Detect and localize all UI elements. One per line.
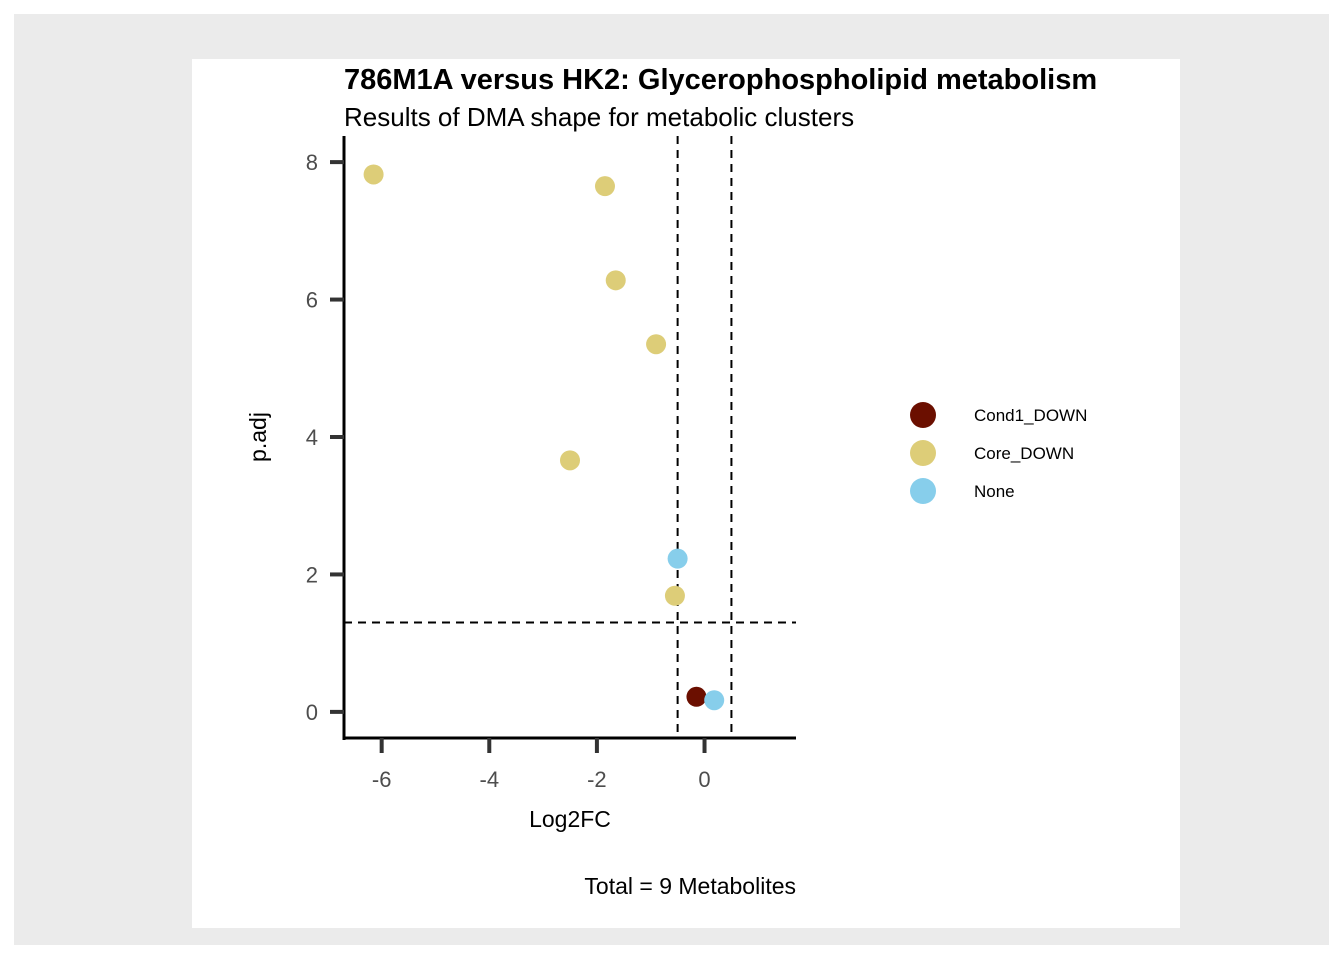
data-point <box>667 548 688 569</box>
chart-caption: Total = 9 Metabolites <box>584 873 796 899</box>
data-point <box>560 450 580 471</box>
legend-key <box>910 440 936 466</box>
legend-key <box>910 478 936 504</box>
x-axis-title: Log2FC <box>529 806 611 832</box>
y-axis-title: p.adj <box>245 412 271 462</box>
data-point <box>594 176 615 197</box>
y-tick-label: 6 <box>306 288 318 313</box>
data-point <box>646 334 667 355</box>
y-tick-label: 0 <box>306 700 318 725</box>
y-tick-label: 8 <box>306 150 318 175</box>
x-tick-label: 0 <box>698 767 710 792</box>
data-point <box>686 686 707 707</box>
legend-key <box>910 402 936 428</box>
chart-title: 786M1A versus HK2: Glycerophospholipid m… <box>344 64 1097 96</box>
chart-subtitle: Results of DMA shape for metabolic clust… <box>344 102 854 132</box>
legend-label: Cond1_DOWN <box>974 406 1087 425</box>
data-point <box>664 585 685 606</box>
legend-label: Core_DOWN <box>974 444 1074 463</box>
volcano-chart: 786M1A versus HK2: Glycerophospholipid m… <box>245 64 1097 899</box>
data-point <box>704 690 725 711</box>
x-tick-label: -6 <box>372 767 392 792</box>
y-tick-label: 4 <box>306 425 318 450</box>
figure-background: 786M1A versus HK2: Glycerophospholipid m… <box>14 14 1329 945</box>
data-point <box>363 164 384 185</box>
data-point <box>605 270 626 291</box>
x-tick-label: -4 <box>480 767 500 792</box>
y-tick-label: 2 <box>306 562 318 587</box>
x-tick-label: -2 <box>587 767 607 792</box>
plot-panel: 786M1A versus HK2: Glycerophospholipid m… <box>192 59 1180 928</box>
legend-label: None <box>974 482 1015 501</box>
